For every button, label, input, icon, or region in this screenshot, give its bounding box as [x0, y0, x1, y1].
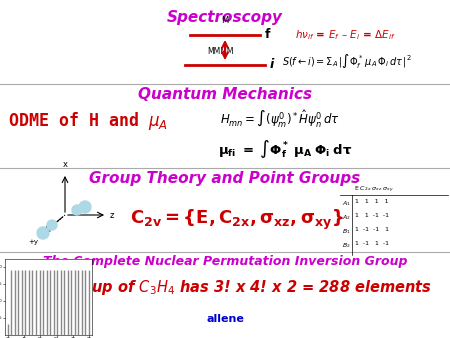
Circle shape [47, 220, 57, 230]
Text: $A_2$: $A_2$ [342, 213, 351, 222]
Text: 1  -1  -1   1: 1 -1 -1 1 [355, 227, 389, 232]
Text: $h\nu_{if}$ = $E_f$ – $E_i$ = $\Delta E_{if}$: $h\nu_{if}$ = $E_f$ – $E_i$ = $\Delta E_… [295, 28, 396, 42]
Text: +y: +y [28, 239, 38, 245]
Text: ODME of H and $\mu_A$: ODME of H and $\mu_A$ [8, 110, 168, 132]
Circle shape [37, 227, 49, 239]
Text: $B_1$: $B_1$ [342, 227, 351, 236]
Text: i: i [270, 58, 274, 72]
Text: $\mathbf{\mu_{fi}}$ $\mathbf{=\;\int \Phi_f^*\;\mu_A\;\Phi_i\;d\tau}$: $\mathbf{\mu_{fi}}$ $\mathbf{=\;\int \Ph… [218, 138, 352, 160]
Text: The Complete Nuclear Permutation Inversion Group: The Complete Nuclear Permutation Inversi… [43, 255, 407, 268]
Text: allene: allene [206, 314, 244, 324]
Text: 1  -1   1  -1: 1 -1 1 -1 [355, 241, 389, 246]
Text: $H_{mn} = \int(\psi_m^0)^*\hat{H}\psi_n^0\,d\tau$: $H_{mn} = \int(\psi_m^0)^*\hat{H}\psi_n^… [220, 108, 340, 129]
Text: $B_2$: $B_2$ [342, 241, 351, 250]
Text: CNPI Group of $C_3H_4$ has 3! x 4! x 2 = 288 elements: CNPI Group of $C_3H_4$ has 3! x 4! x 2 =… [18, 278, 432, 297]
Text: Group Theory and Point Groups: Group Theory and Point Groups [90, 171, 360, 186]
Text: E $C_{2x}$ $\sigma_{xz}$ $\sigma_{xy}$: E $C_{2x}$ $\sigma_{xz}$ $\sigma_{xy}$ [354, 185, 394, 195]
Circle shape [79, 201, 91, 213]
Circle shape [72, 205, 82, 215]
Text: x: x [63, 160, 68, 169]
Text: z: z [110, 211, 114, 219]
Text: Quantum Mechanics: Quantum Mechanics [138, 87, 312, 102]
Text: 1   1   1   1: 1 1 1 1 [355, 199, 388, 204]
Text: f: f [265, 28, 270, 42]
Text: $A_1$: $A_1$ [342, 199, 351, 208]
Text: Spectroscopy: Spectroscopy [167, 10, 283, 25]
Text: M: M [221, 16, 229, 25]
Text: MMMM: MMMM [207, 47, 233, 56]
Text: 1   1  -1  -1: 1 1 -1 -1 [355, 213, 389, 218]
Text: $S(f \leftarrow i) = \Sigma_A\,|\int \Phi_f^*\,\mu_A\,\Phi_i\,d\tau\,|^2$: $S(f \leftarrow i) = \Sigma_A\,|\int \Ph… [282, 52, 412, 70]
Text: $\mathbf{C_{2v} = \{E,C_{2x},\sigma_{xz},\sigma_{xy}\}}$: $\mathbf{C_{2v} = \{E,C_{2x},\sigma_{xz}… [130, 208, 343, 232]
